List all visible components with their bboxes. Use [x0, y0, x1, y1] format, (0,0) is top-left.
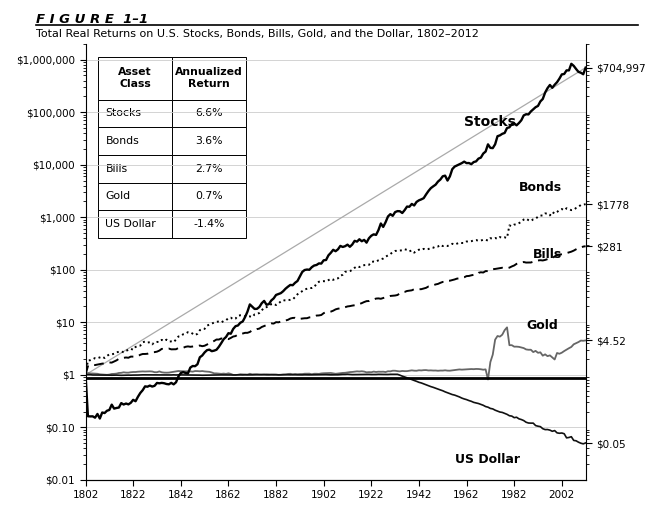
Text: US Dollar: US Dollar: [455, 453, 520, 466]
Text: F I G U R E  1–1: F I G U R E 1–1: [36, 13, 149, 26]
Text: Total Real Returns on U.S. Stocks, Bonds, Bills, Gold, and the Dollar, 1802–2012: Total Real Returns on U.S. Stocks, Bonds…: [36, 29, 479, 39]
Text: Bonds: Bonds: [519, 181, 562, 194]
Text: Gold: Gold: [526, 319, 558, 332]
Text: Stocks: Stocks: [465, 115, 517, 129]
Text: Bills: Bills: [533, 248, 563, 261]
